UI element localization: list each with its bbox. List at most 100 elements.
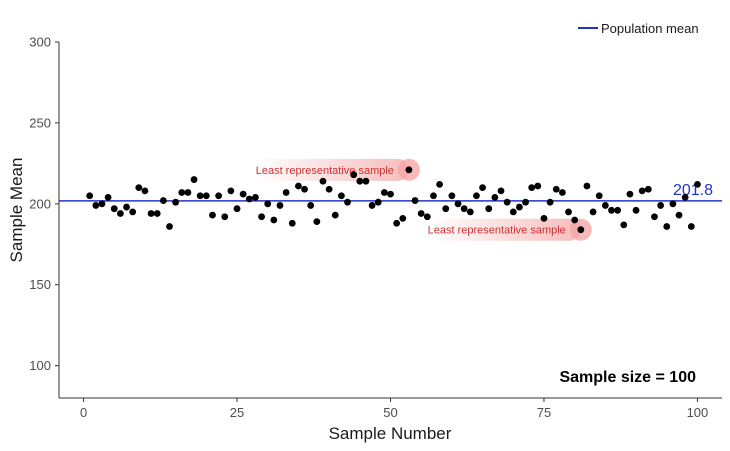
data-point bbox=[184, 189, 192, 196]
data-point bbox=[110, 205, 118, 213]
y-axis-ticks: 100 150 200 250 300 bbox=[29, 35, 59, 373]
data-point bbox=[356, 177, 364, 185]
data-point bbox=[399, 214, 407, 222]
data-point bbox=[380, 189, 388, 196]
data-point bbox=[522, 198, 529, 206]
data-point bbox=[595, 192, 603, 200]
x-tick-label: 50 bbox=[383, 405, 397, 420]
annotation-label: Least representative sample bbox=[256, 165, 394, 177]
data-point bbox=[577, 226, 585, 234]
data-point bbox=[325, 185, 333, 193]
data-point bbox=[86, 192, 94, 200]
data-point bbox=[644, 185, 652, 193]
data-point bbox=[233, 205, 241, 213]
sample-size-note: Sample size = 100 bbox=[559, 369, 696, 386]
annotation-highlight bbox=[425, 218, 581, 241]
data-points bbox=[86, 166, 701, 234]
data-point bbox=[516, 203, 523, 211]
legend-label-population-mean: Population mean bbox=[601, 21, 699, 36]
data-point bbox=[209, 211, 216, 219]
data-point bbox=[252, 193, 259, 201]
data-point bbox=[344, 198, 351, 206]
data-point bbox=[153, 210, 161, 217]
x-tick-label: 0 bbox=[80, 405, 87, 420]
data-point bbox=[307, 202, 315, 209]
data-point bbox=[448, 192, 456, 200]
y-tick-label: 300 bbox=[29, 35, 51, 50]
annotation-label: Least representative sample bbox=[428, 225, 566, 237]
data-point bbox=[172, 198, 180, 206]
data-point bbox=[663, 223, 671, 230]
data-point bbox=[190, 176, 198, 183]
annotations: Least representative sample Least represe… bbox=[253, 158, 592, 241]
data-point bbox=[411, 197, 419, 204]
data-point bbox=[350, 171, 358, 179]
data-point bbox=[313, 218, 321, 226]
data-point bbox=[387, 190, 394, 198]
data-point bbox=[196, 192, 204, 200]
data-point bbox=[221, 213, 229, 221]
data-point bbox=[466, 208, 474, 216]
data-point bbox=[423, 213, 431, 221]
data-point bbox=[442, 205, 450, 213]
x-tick-label: 75 bbox=[537, 405, 551, 420]
data-point bbox=[669, 200, 677, 208]
y-tick-label: 200 bbox=[29, 196, 51, 211]
data-point bbox=[546, 198, 554, 206]
data-point bbox=[608, 206, 615, 214]
y-tick-label: 250 bbox=[29, 115, 51, 130]
data-point bbox=[565, 208, 572, 216]
data-point bbox=[583, 182, 591, 190]
x-tick-label: 25 bbox=[230, 405, 244, 420]
data-point bbox=[337, 192, 345, 200]
data-point bbox=[141, 187, 149, 195]
data-point bbox=[657, 202, 665, 209]
data-point bbox=[92, 202, 100, 209]
data-point bbox=[675, 211, 683, 219]
data-point bbox=[436, 181, 444, 188]
data-point bbox=[417, 210, 425, 217]
data-point bbox=[123, 203, 130, 211]
data-point bbox=[98, 200, 106, 208]
data-point bbox=[215, 192, 223, 200]
data-point bbox=[202, 192, 210, 200]
data-point bbox=[497, 187, 505, 195]
data-point bbox=[534, 182, 542, 190]
data-point bbox=[651, 213, 658, 221]
x-axis-ticks: 0 25 50 75 100 bbox=[80, 398, 708, 420]
data-point bbox=[405, 166, 413, 174]
data-point bbox=[589, 208, 597, 216]
data-point bbox=[331, 211, 339, 219]
data-point bbox=[374, 198, 382, 206]
data-point bbox=[620, 221, 628, 229]
data-point bbox=[558, 189, 566, 196]
data-point bbox=[694, 181, 701, 188]
data-point bbox=[638, 187, 646, 195]
data-point bbox=[282, 189, 290, 196]
data-point bbox=[393, 219, 401, 227]
x-tick-label: 100 bbox=[687, 405, 709, 420]
data-point bbox=[601, 202, 609, 209]
data-point bbox=[687, 223, 695, 230]
data-point bbox=[104, 193, 112, 201]
data-point bbox=[288, 219, 296, 227]
x-axis-title: Sample Number bbox=[329, 424, 452, 443]
data-point bbox=[276, 202, 284, 209]
data-point bbox=[362, 177, 370, 185]
data-point bbox=[245, 195, 253, 203]
data-point bbox=[460, 205, 468, 213]
y-tick-label: 100 bbox=[29, 358, 51, 373]
data-point bbox=[552, 185, 560, 193]
data-point bbox=[485, 205, 493, 213]
y-axis-title: Sample Mean bbox=[7, 158, 26, 263]
data-point bbox=[614, 206, 622, 214]
data-point bbox=[264, 200, 272, 208]
data-point bbox=[473, 192, 480, 200]
data-point bbox=[430, 192, 437, 200]
data-point bbox=[528, 184, 536, 192]
data-point bbox=[454, 200, 462, 208]
data-point bbox=[319, 177, 327, 185]
data-point bbox=[178, 189, 186, 196]
annotation-highlight bbox=[253, 158, 409, 181]
